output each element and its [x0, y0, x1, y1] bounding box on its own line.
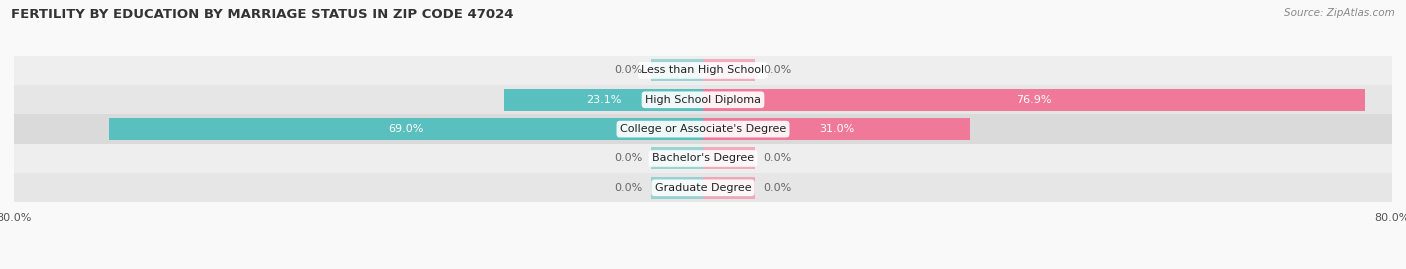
Bar	[651, 59, 703, 82]
Text: Graduate Degree: Graduate Degree	[655, 183, 751, 193]
Text: 0.0%: 0.0%	[614, 154, 643, 164]
Text: Less than High School: Less than High School	[641, 65, 765, 75]
Bar	[14, 144, 1392, 173]
Bar	[703, 177, 755, 199]
Bar	[703, 147, 755, 169]
Text: 69.0%: 69.0%	[388, 124, 423, 134]
Text: College or Associate's Degree: College or Associate's Degree	[620, 124, 786, 134]
Text: 31.0%: 31.0%	[818, 124, 853, 134]
Bar	[14, 173, 1392, 203]
Text: 0.0%: 0.0%	[763, 183, 792, 193]
Bar	[14, 56, 1392, 85]
Text: 0.0%: 0.0%	[614, 65, 643, 75]
Text: 23.1%: 23.1%	[586, 95, 621, 105]
Bar	[14, 114, 1392, 144]
Text: 0.0%: 0.0%	[763, 65, 792, 75]
Bar	[108, 118, 703, 140]
Bar	[505, 89, 703, 111]
Text: 0.0%: 0.0%	[614, 183, 643, 193]
Bar	[651, 177, 703, 199]
Bar	[651, 147, 703, 169]
Text: 0.0%: 0.0%	[763, 154, 792, 164]
Text: 76.9%: 76.9%	[1017, 95, 1052, 105]
Bar	[703, 118, 970, 140]
Text: Source: ZipAtlas.com: Source: ZipAtlas.com	[1284, 8, 1395, 18]
Legend: Married, Unmarried: Married, Unmarried	[621, 266, 785, 269]
Bar	[703, 89, 1365, 111]
Bar	[14, 85, 1392, 114]
Text: High School Diploma: High School Diploma	[645, 95, 761, 105]
Text: Bachelor's Degree: Bachelor's Degree	[652, 154, 754, 164]
Bar	[703, 59, 755, 82]
Text: FERTILITY BY EDUCATION BY MARRIAGE STATUS IN ZIP CODE 47024: FERTILITY BY EDUCATION BY MARRIAGE STATU…	[11, 8, 513, 21]
